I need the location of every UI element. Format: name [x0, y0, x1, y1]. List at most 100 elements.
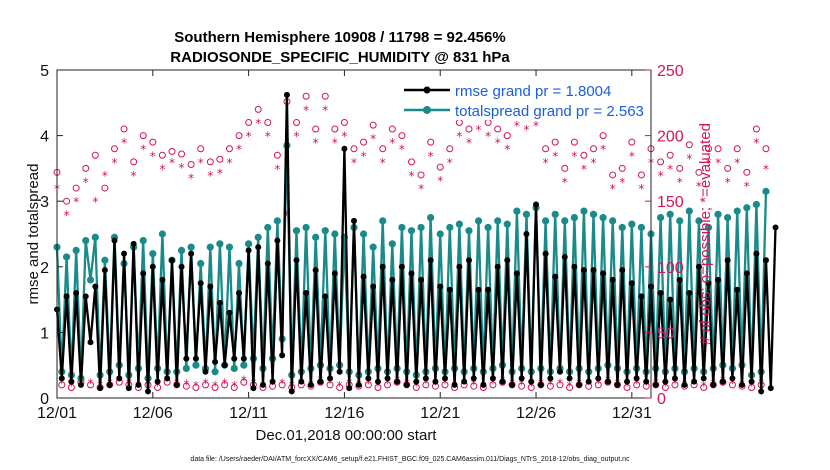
rmse-point: [523, 231, 530, 237]
obs-evaluated-marker: *: [466, 136, 472, 150]
y-axis-right: 0 50 100 150 200 250: [645, 63, 684, 408]
obs-possible-marker: [369, 121, 377, 129]
totalspread-point: [398, 223, 406, 232]
rmse-point: [379, 263, 386, 270]
obs-possible-marker: [178, 150, 186, 158]
y-axis-label: rmse and totalspread: [25, 164, 42, 305]
rmse-point: [604, 378, 611, 385]
rmse-point: [762, 257, 769, 264]
totalspread-point: [177, 246, 186, 254]
obs-evaluated-marker: *: [375, 379, 381, 393]
obs-evaluated-marker: *: [571, 149, 577, 163]
rmse-point: [360, 273, 367, 280]
rmse-point: [528, 378, 535, 385]
rmse-point: [130, 240, 137, 247]
x-tick-label: 12/21: [420, 405, 460, 422]
obs-evaluated-marker: *: [365, 376, 371, 390]
obs-evaluated-marker: *: [547, 378, 553, 392]
totalspread-point: [714, 210, 722, 218]
rmse-point: [614, 381, 621, 388]
obs-possible-marker: [278, 381, 286, 389]
obs-evaluated-marker: *: [64, 208, 70, 222]
rmse-point: [336, 368, 343, 375]
obs-evaluated-marker: *: [638, 182, 644, 196]
obs-possible-marker: [206, 158, 214, 166]
obs-possible-marker: [312, 125, 320, 133]
rmse-point: [245, 247, 252, 254]
obs-evaluated-marker: *: [418, 182, 424, 196]
rmse-point: [533, 201, 540, 208]
rmse-point: [303, 290, 310, 297]
rmse-point: [111, 237, 118, 244]
totalspread-point: [197, 259, 205, 268]
totalspread-point: [62, 253, 71, 261]
obs-possible-marker: [599, 132, 607, 140]
rmse-point: [513, 270, 520, 277]
obs-evaluated-marker: *: [389, 136, 395, 150]
obs-possible-marker: [326, 381, 334, 389]
totalspread-point: [101, 256, 109, 264]
rmse-point: [576, 381, 583, 388]
legend-background: [400, 78, 648, 120]
totalspread-point: [436, 230, 444, 238]
rmse-point: [470, 375, 477, 382]
rmse-point: [192, 355, 199, 362]
rmse-point: [451, 381, 458, 388]
obs-possible-marker: [455, 118, 463, 126]
rmse-layer: [54, 91, 779, 395]
obs-possible-marker: [657, 158, 665, 166]
rmse-point: [68, 378, 75, 385]
totalspread-point: [302, 223, 310, 232]
obs-evaluated-marker: *: [543, 156, 549, 170]
rmse-point: [619, 267, 626, 274]
rmse-point: [173, 381, 180, 388]
rmse-point: [499, 378, 506, 385]
y-tick-label: 5: [40, 63, 49, 80]
totalspread-point: [666, 210, 674, 218]
obs-possible-marker: [293, 118, 301, 126]
y-tick-label: 3: [40, 194, 49, 211]
obs-possible-marker: [197, 145, 205, 153]
obs-possible-marker: [441, 381, 449, 389]
rmse-point: [259, 381, 266, 388]
obs-evaluated-marker: *: [88, 376, 94, 390]
rmse-point: [140, 270, 147, 277]
totalspread-point: [685, 207, 693, 215]
obs-evaluated-marker: *: [729, 376, 735, 390]
obs-evaluated-marker: *: [610, 182, 616, 196]
obs-evaluated-marker: *: [155, 379, 161, 393]
rmse-point: [236, 290, 243, 297]
rmse-point: [590, 267, 597, 274]
totalspread-point: [561, 217, 569, 225]
obs-possible-marker: [58, 381, 66, 389]
totalspread-point: [580, 207, 588, 215]
rmse-point: [624, 378, 631, 385]
rmse-point: [408, 270, 415, 277]
rmse-point: [695, 263, 702, 270]
obs-possible-marker: [101, 184, 109, 192]
y-right-tick-label: 0: [657, 391, 666, 408]
obs-possible-marker: [350, 145, 358, 153]
totalspread-point: [446, 223, 454, 232]
rmse-point: [279, 352, 286, 359]
obs-possible-marker: [566, 384, 574, 392]
totalspread-point: [724, 214, 732, 222]
rmse-point: [547, 375, 554, 382]
obs-possible-marker: [551, 138, 559, 146]
obs-evaluated-marker: *: [595, 376, 601, 390]
obs-evaluated-marker: *: [476, 123, 482, 137]
obs-evaluated-marker: *: [619, 176, 625, 190]
rmse-point: [231, 355, 238, 362]
rmse-point: [106, 381, 113, 388]
rmse-point: [298, 378, 305, 385]
rmse-point: [542, 250, 549, 257]
totalspread-point: [407, 227, 416, 235]
totalspread-point: [589, 210, 598, 218]
obs-evaluated-marker: *: [753, 136, 759, 150]
totalspread-point: [206, 243, 214, 251]
footer-note: data file: /Users/raeder/DAI/ATM_forcXX/…: [190, 456, 630, 463]
obs-evaluated-marker: *: [198, 156, 204, 170]
obs-evaluated-marker: *: [131, 169, 137, 183]
obs-evaluated-marker: *: [677, 176, 683, 190]
rmse-point: [216, 299, 223, 306]
